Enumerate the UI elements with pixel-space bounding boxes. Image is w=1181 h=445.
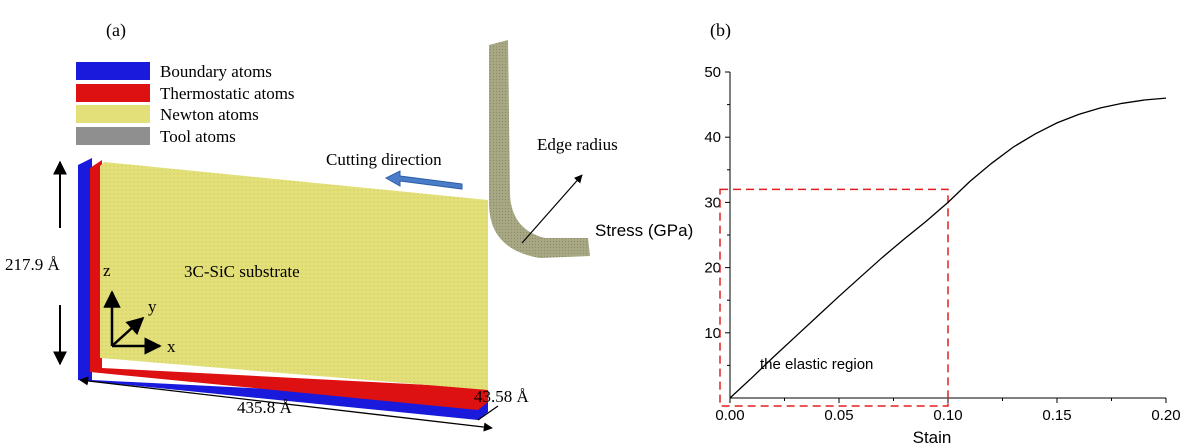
x-tick-label: 0.20 bbox=[1151, 407, 1180, 424]
edge-radius-label: Edge radius bbox=[537, 135, 618, 154]
elastic-region-label: the elastic region bbox=[760, 356, 873, 373]
legend-label-boundary: Boundary atoms bbox=[160, 62, 272, 81]
legend-label-newton: Newton atoms bbox=[160, 105, 259, 124]
axis-x-label: x bbox=[167, 337, 176, 356]
tick-group: 0.00 0.05 0.10 0.15 0.20 10 20 30 40 50 bbox=[704, 64, 1180, 424]
x-tick-label: 0.05 bbox=[824, 407, 853, 424]
panel-b-label: (b) bbox=[710, 20, 731, 41]
newton-region bbox=[100, 162, 488, 390]
legend-label-thermostatic: Thermostatic atoms bbox=[160, 84, 295, 103]
elastic-region-box bbox=[719, 188, 949, 407]
x-tick-label: 0.00 bbox=[715, 407, 744, 424]
cutting-direction-arrow bbox=[384, 170, 463, 190]
substrate-label: 3C-SiC substrate bbox=[184, 262, 300, 281]
legend-swatch-thermostatic bbox=[76, 84, 150, 102]
stress-strain-line bbox=[729, 97, 1167, 399]
legend-swatch-newton bbox=[76, 105, 150, 123]
legend-label-tool: Tool atoms bbox=[160, 127, 236, 146]
edge-radius-arrow bbox=[521, 174, 583, 244]
y-tick-label: 40 bbox=[704, 129, 721, 146]
length-dimension: 435.8 Å bbox=[237, 398, 293, 417]
depth-dimension: 43.58 Å bbox=[474, 387, 530, 406]
length-arrow bbox=[79, 376, 493, 432]
cutting-tool bbox=[489, 40, 590, 258]
x-tick-label: 0.10 bbox=[933, 407, 962, 424]
x-tick-label: 0.15 bbox=[1042, 407, 1071, 424]
y-tick-label: 10 bbox=[704, 325, 721, 342]
legend-swatch-tool bbox=[76, 127, 150, 145]
substrate-block: 3C-SiC substrate bbox=[78, 158, 488, 420]
depth-arrow bbox=[477, 405, 499, 421]
height-dimension: 217.9 Å bbox=[5, 255, 61, 274]
axes-triad: z y x bbox=[103, 261, 176, 356]
y-tick-label: 30 bbox=[704, 194, 721, 211]
y-axis-title: Stress (GPa) bbox=[595, 221, 693, 240]
legend-swatch-boundary bbox=[76, 62, 150, 80]
y-tick-label: 20 bbox=[704, 260, 721, 277]
axis-z-label: z bbox=[103, 261, 111, 280]
cutting-direction-label: Cutting direction bbox=[326, 150, 442, 169]
legend: Boundary atoms Thermostatic atoms Newton… bbox=[76, 62, 295, 146]
y-tick-label: 50 bbox=[704, 64, 721, 81]
panel-a: (a) Boundary atoms Thermostatic atoms Ne… bbox=[5, 20, 618, 432]
panel-a-label: (a) bbox=[106, 20, 126, 41]
x-axis-title: Stain bbox=[913, 428, 952, 445]
panel-b: (b) 0.00 0.05 0.10 0.15 0.20 10 20 30 40 50 the e… bbox=[595, 20, 1181, 445]
axis-y-label: y bbox=[148, 297, 157, 316]
